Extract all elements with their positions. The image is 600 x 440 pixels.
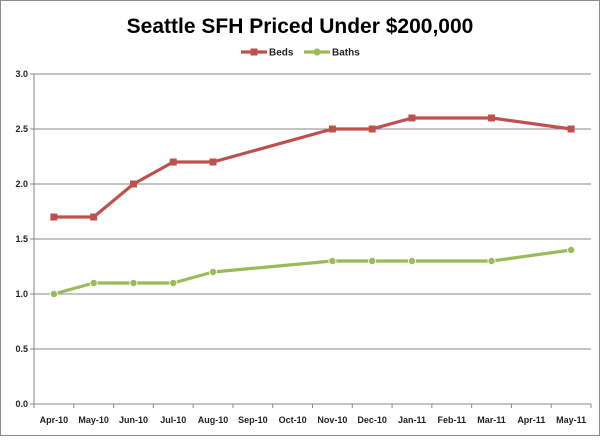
legend: Beds Baths	[241, 48, 360, 59]
data-point-baths	[487, 256, 496, 265]
x-tick-label: Feb-11	[437, 415, 466, 425]
data-point-baths	[129, 278, 138, 287]
legend-label-baths: Baths	[332, 48, 360, 59]
x-tick-label: Jan-11	[398, 415, 426, 425]
axes	[30, 73, 592, 408]
x-tick-label: Apr-11	[517, 415, 545, 425]
series-line-beds	[52, 116, 573, 219]
grid-lines	[34, 73, 591, 350]
x-tick-label: Oct-10	[279, 415, 307, 425]
y-tick-label: 2.5	[15, 124, 28, 134]
data-point-beds	[129, 180, 137, 188]
data-point-beds	[488, 114, 496, 122]
data-point-baths	[49, 289, 58, 298]
data-point-baths	[407, 256, 416, 265]
y-tick-label: 1.0	[15, 289, 28, 299]
y-axis-ticks: 0.0 0.5 1.0 1.5 2.0 2.5 3.0	[15, 69, 28, 409]
x-tick-label: May-10	[78, 415, 109, 425]
x-tick-label: Apr-10	[40, 415, 69, 425]
data-point-beds	[90, 213, 98, 221]
x-tick-label: May-11	[556, 415, 586, 425]
x-axis-ticks: Apr-10 May-10 Jun-10 Jul-10 Aug-10 Sep-10 Oct-…	[40, 415, 586, 425]
chart-title: Seattle SFH Priced Under $200,000	[127, 15, 474, 38]
x-tick-label: Jun-10	[119, 415, 148, 425]
series-line-baths	[52, 248, 573, 296]
y-tick-label: 3.0	[15, 69, 28, 79]
data-point-baths	[368, 256, 377, 265]
data-point-baths	[89, 278, 98, 287]
y-tick-label: 0.5	[15, 344, 28, 354]
data-point-baths	[328, 256, 337, 265]
series-group	[49, 114, 576, 298]
data-point-baths	[169, 278, 178, 287]
data-point-beds	[169, 158, 177, 166]
x-tick-label: Sep-10	[238, 415, 268, 425]
legend-marker-beds	[250, 48, 258, 56]
data-point-beds	[328, 125, 336, 133]
legend-marker-baths	[313, 48, 321, 56]
x-tick-label: Jul-10	[160, 415, 186, 425]
x-tick-label: Dec-10	[357, 415, 387, 425]
x-tick-label: Aug-10	[198, 415, 229, 425]
data-point-baths	[209, 267, 218, 276]
x-tick-label: Nov-10	[317, 415, 347, 425]
data-point-beds	[209, 158, 217, 166]
data-point-beds	[567, 125, 575, 133]
legend-label-beds: Beds	[269, 48, 294, 59]
data-point-beds	[368, 125, 376, 133]
data-point-beds	[50, 213, 58, 221]
data-point-baths	[567, 245, 576, 254]
y-tick-label: 0.0	[15, 399, 28, 409]
y-tick-label: 2.0	[15, 179, 28, 189]
x-tick-label: Mar-11	[477, 415, 506, 425]
data-point-beds	[408, 114, 416, 122]
y-tick-label: 1.5	[15, 234, 28, 244]
